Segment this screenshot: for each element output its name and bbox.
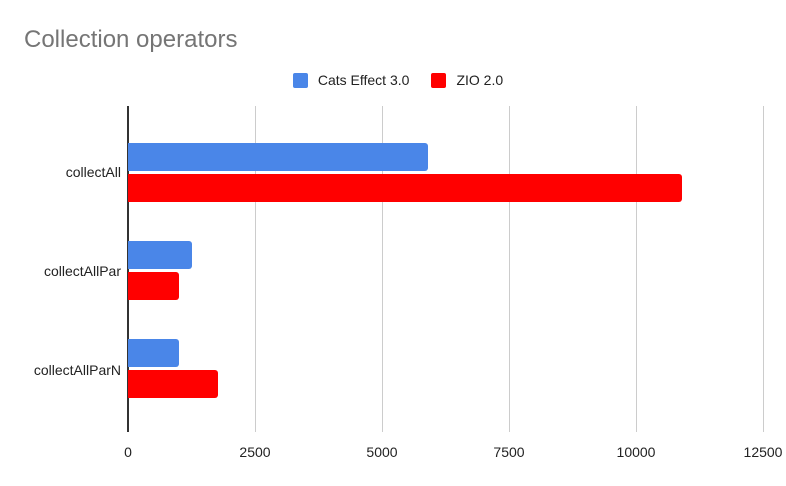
- x-tick-label: 10000: [616, 444, 656, 460]
- legend-label: ZIO 2.0: [456, 72, 504, 88]
- category-label: collectAllPar: [43, 263, 121, 279]
- legend-item-zio: ZIO 2.0: [431, 72, 503, 88]
- x-tick-label: 12500: [743, 444, 783, 460]
- legend-swatch-red: [431, 72, 447, 88]
- bar-cats-effect-collectAll: [128, 143, 428, 171]
- legend-swatch-blue: [292, 72, 308, 88]
- bar-zio-collectAllPar: [128, 272, 179, 300]
- x-tick-label: 2500: [239, 444, 271, 460]
- gridline: [763, 106, 764, 432]
- x-tick-label: 5000: [366, 444, 398, 460]
- bar-cats-effect-collectAllPar: [128, 241, 192, 269]
- bar-cats-effect-collectAllParN: [128, 339, 179, 367]
- gridline: [382, 106, 383, 432]
- category-label: collectAll: [65, 164, 121, 180]
- x-tick-label: 0: [124, 444, 132, 460]
- y-axis-line: [127, 106, 129, 432]
- gridline: [255, 106, 256, 432]
- legend: Cats Effect 3.0 ZIO 2.0: [0, 72, 786, 88]
- category-label: collectAllParN: [33, 362, 121, 378]
- legend-item-cats-effect: Cats Effect 3.0: [292, 72, 410, 88]
- bar-zio-collectAll: [128, 174, 682, 202]
- gridline: [636, 106, 637, 432]
- x-tick-label: 7500: [493, 444, 525, 460]
- gridline: [509, 106, 510, 432]
- legend-label: Cats Effect 3.0: [317, 72, 410, 88]
- bar-zio-collectAllParN: [128, 370, 218, 398]
- chart-title: Collection operators: [24, 26, 238, 53]
